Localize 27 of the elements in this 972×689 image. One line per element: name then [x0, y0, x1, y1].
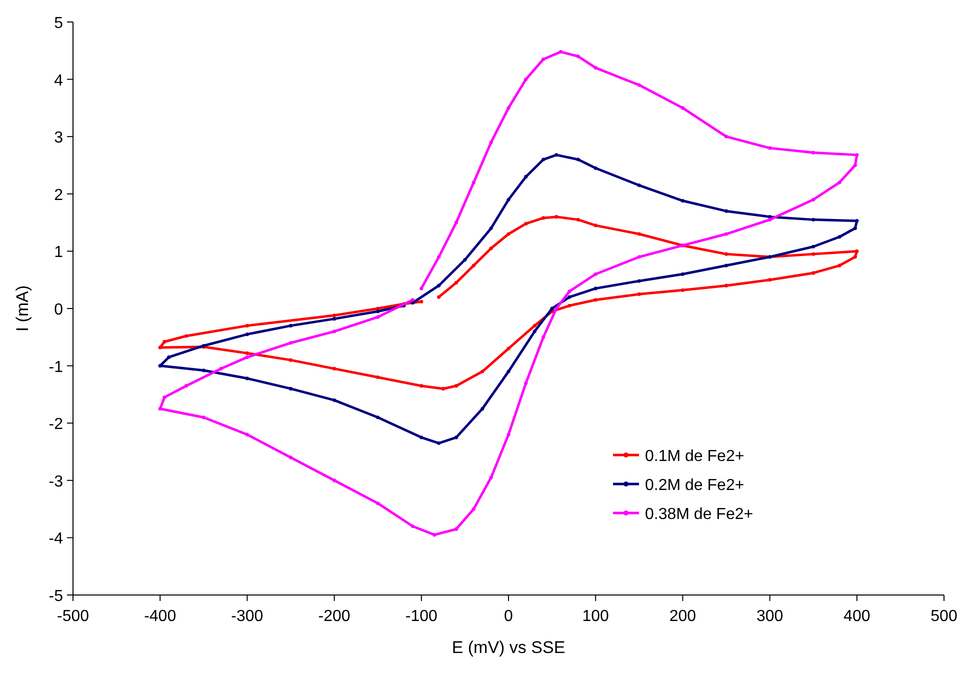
y-tick-label: -3 — [48, 473, 64, 490]
y-tick-label: -1 — [48, 358, 64, 376]
x-tick-label: -400 — [144, 608, 176, 625]
x-tick-label: 500 — [930, 608, 958, 625]
y-tick-label: 2 — [54, 186, 64, 204]
legend-label: 0.1M de Fe2+ — [645, 448, 744, 465]
x-axis-title: E (mV) vs SSE — [452, 638, 566, 657]
x-tick-label: 300 — [756, 608, 784, 625]
y-tick-label: 4 — [54, 72, 64, 90]
y-tick-label: -4 — [48, 530, 64, 548]
x-tick-label: 100 — [582, 608, 610, 625]
x-tick-label: -200 — [318, 608, 350, 625]
y-tick-label: 3 — [54, 130, 64, 147]
legend-label: 0.38M de Fe2+ — [645, 506, 754, 523]
y-tick-label: 5 — [54, 15, 64, 32]
y-tick-label: -5 — [48, 588, 64, 605]
y-tick-label: 1 — [54, 244, 64, 262]
legend-label: 0.2M de Fe2+ — [645, 477, 744, 494]
x-tick-label: 0 — [504, 608, 514, 625]
y-axis-title: I (mA) — [13, 285, 32, 332]
x-tick-label: 400 — [844, 608, 870, 625]
y-tick-label: 0 — [54, 302, 64, 318]
x-tick-label: -100 — [405, 608, 438, 625]
x-tick-label: -300 — [231, 608, 264, 625]
x-tick-label: 200 — [669, 608, 696, 625]
y-tick-label: -2 — [48, 416, 64, 434]
x-tick-label: -500 — [56, 608, 90, 625]
